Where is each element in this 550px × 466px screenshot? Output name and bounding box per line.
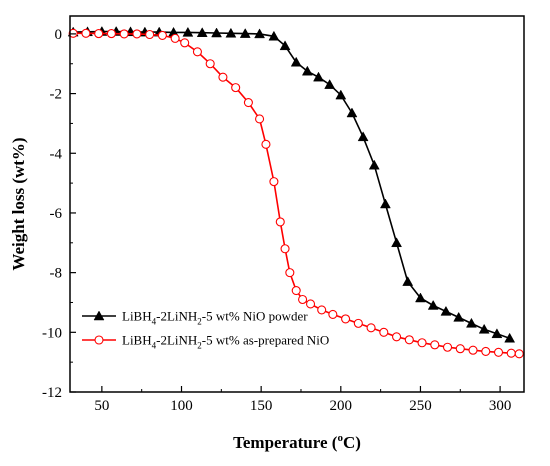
data-point <box>218 72 228 82</box>
data-point <box>81 28 91 38</box>
y-tick-label: -10 <box>42 325 62 341</box>
x-tick-label: 200 <box>330 398 353 414</box>
data-point <box>317 305 327 315</box>
data-point <box>442 342 453 352</box>
data-point <box>504 332 516 343</box>
x-axis-label: Temperature (oC) <box>233 432 361 452</box>
data-point <box>506 348 516 358</box>
series-layer <box>67 26 524 359</box>
data-point <box>285 268 295 278</box>
data-point <box>341 314 351 324</box>
y-tick-label: -4 <box>50 146 63 162</box>
data-point <box>392 332 402 342</box>
data-point <box>225 27 237 38</box>
data-point <box>269 177 279 187</box>
plot-frame <box>69 15 525 393</box>
data-point <box>239 28 251 38</box>
data-point <box>455 344 465 354</box>
x-tick-label: 50 <box>94 398 109 414</box>
legend-label: LiBH4-2LiNH2-5 wt% NiO powder <box>122 309 308 327</box>
data-point <box>145 29 155 40</box>
data-point <box>415 292 426 303</box>
data-point <box>243 97 253 108</box>
data-point <box>481 346 491 356</box>
data-point <box>514 349 524 359</box>
data-point <box>305 299 316 309</box>
y-tick-label: -6 <box>50 206 63 222</box>
y-tick-label: -8 <box>50 266 63 282</box>
data-point <box>491 328 503 339</box>
legend-label: LiBH4-2LiNH2-5 wt% as-prepared NiO <box>122 333 329 351</box>
data-point <box>440 305 452 316</box>
data-point <box>275 217 285 227</box>
data-point <box>478 323 490 334</box>
x-tick-label: 100 <box>170 398 193 414</box>
legend-marker <box>94 335 104 345</box>
data-point <box>324 79 336 89</box>
data-point <box>404 335 414 345</box>
data-point <box>132 29 142 39</box>
data-point <box>261 139 271 149</box>
data-point <box>180 38 190 48</box>
y-tick-label: -12 <box>42 385 62 401</box>
data-point <box>298 294 308 305</box>
data-point <box>94 29 104 39</box>
data-point <box>430 340 440 350</box>
legend-item-1: LiBH4-2LiNH2-5 wt% NiO powder <box>82 309 308 327</box>
data-point <box>268 30 280 41</box>
data-point <box>366 323 376 333</box>
series-line <box>73 30 510 340</box>
data-point <box>254 28 265 39</box>
data-point <box>291 285 301 296</box>
data-point <box>328 309 338 319</box>
legend-item-2: LiBH4-2LiNH2-5 wt% as-prepared NiO <box>82 333 329 351</box>
series-line <box>73 32 520 355</box>
data-point <box>279 40 291 51</box>
data-point <box>357 131 369 142</box>
data-point <box>368 159 380 170</box>
data-point <box>119 29 129 39</box>
data-point <box>453 311 465 322</box>
data-point <box>346 107 358 118</box>
data-point <box>255 114 265 124</box>
data-point <box>468 345 478 355</box>
data-point <box>231 83 241 93</box>
data-point <box>211 27 222 38</box>
series-1 <box>67 26 516 343</box>
data-point <box>379 198 391 209</box>
x-tick-label: 300 <box>489 398 512 414</box>
data-point <box>280 244 290 254</box>
data-point <box>493 347 504 357</box>
data-point <box>196 27 208 37</box>
data-point <box>192 47 202 57</box>
x-tick-label: 250 <box>409 398 432 414</box>
data-point <box>379 327 389 337</box>
data-point <box>205 59 215 69</box>
y-axis-label: Weight loss (wt%) <box>9 137 28 270</box>
y-tick-label: 0 <box>55 27 63 43</box>
data-point <box>466 317 477 328</box>
data-point <box>313 71 324 82</box>
data-point <box>290 56 302 67</box>
data-point <box>301 65 313 76</box>
data-point <box>157 30 167 40</box>
y-tick-label: -2 <box>50 87 63 103</box>
data-point <box>353 318 363 328</box>
data-point <box>417 338 427 348</box>
x-tick-label: 150 <box>250 398 273 414</box>
data-point <box>182 26 194 37</box>
data-point <box>391 237 402 248</box>
ticks-layer: 50 100 150 200 250 300 0 -2 -4 -6 -8 -10 -12 <box>42 27 511 414</box>
legend-marker <box>93 310 105 321</box>
data-point <box>402 276 414 286</box>
data-point <box>335 89 347 100</box>
data-point <box>427 299 439 310</box>
x-axis-label-superscript: o <box>337 432 343 444</box>
data-point <box>170 33 180 43</box>
data-point <box>106 29 116 39</box>
series-2 <box>68 28 524 359</box>
legend: LiBH4-2LiNH2-5 wt% NiO powder LiBH4-2LiNH… <box>82 309 329 351</box>
